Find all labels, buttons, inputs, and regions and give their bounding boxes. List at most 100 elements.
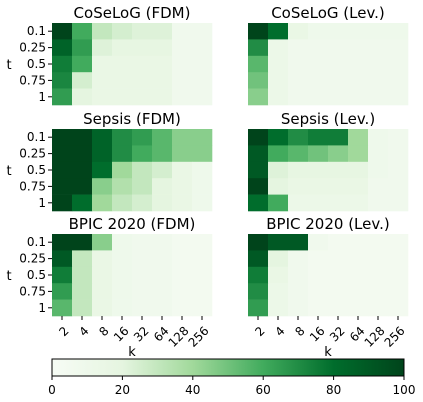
heatmap-cell — [348, 161, 369, 179]
heatmap-cell — [348, 88, 369, 106]
heatmap-cell — [152, 194, 173, 212]
heatmap-cell — [72, 129, 93, 146]
heatmap-cell — [308, 194, 329, 212]
heatmap-cell — [132, 266, 153, 284]
heatmap-cell — [172, 23, 193, 40]
x-axis-label: k — [324, 345, 332, 360]
heatmap-cell — [92, 161, 113, 179]
heatmap-cell — [192, 145, 213, 163]
heatmap-cell — [388, 39, 409, 57]
heatmap-cell — [308, 72, 329, 89]
heatmap-cell — [348, 299, 369, 317]
heatmap-cell — [268, 72, 289, 89]
heatmap-cell — [328, 299, 349, 317]
heatmap-cell — [248, 299, 269, 317]
y-tick-label: 0.25 — [19, 147, 46, 161]
heatmap-cell — [172, 283, 193, 300]
heatmap-cell — [248, 234, 269, 251]
heatmap-cell — [388, 299, 409, 317]
heatmap-cell — [92, 145, 113, 163]
heatmap-cell — [52, 266, 73, 284]
heatmap-cell — [288, 72, 309, 89]
heatmap-cell — [328, 88, 349, 106]
heatmap-cell — [132, 283, 153, 300]
heatmap-cell — [308, 23, 329, 40]
heatmap-cell — [348, 72, 369, 89]
heatmap-cell — [288, 299, 309, 317]
heatmap-cell — [328, 250, 349, 268]
heatmap-cell — [368, 145, 389, 163]
heatmap-cell — [348, 194, 369, 212]
panel-3: Sepsis (Lev.) — [248, 110, 409, 212]
heatmap-cell — [172, 72, 193, 89]
colorbar: 0 20 40 60 80 100 — [48, 358, 416, 397]
y-tick-label: 1 — [38, 196, 46, 210]
heatmap-cell — [112, 266, 133, 284]
heatmap-cell — [268, 178, 289, 195]
heatmap-cell — [72, 23, 93, 40]
heatmap-cell — [152, 23, 173, 40]
heatmap-cell — [52, 88, 73, 106]
colorbar-tick-label: 60 — [256, 383, 271, 397]
heatmap-cell — [288, 161, 309, 179]
panel-1: CoSeLoG (Lev.) — [248, 4, 409, 106]
heatmap-cell — [172, 161, 193, 179]
heatmap-cell — [348, 39, 369, 57]
y-tick-label: 0.1 — [27, 235, 46, 249]
heatmap-cell — [152, 250, 173, 268]
heatmap-cell — [52, 178, 73, 195]
heatmap-cell — [192, 250, 213, 268]
panel-title: Sepsis (Lev.) — [281, 110, 375, 128]
heatmap-cell — [172, 39, 193, 57]
heatmap-cell — [72, 234, 93, 251]
heatmap-cell — [328, 194, 349, 212]
heatmap-cell — [72, 72, 93, 89]
heatmap-cell — [172, 55, 193, 73]
heatmap-cell — [112, 194, 133, 212]
heatmap-cell — [92, 129, 113, 146]
heatmap-cell — [288, 283, 309, 300]
heatmap-cell — [268, 88, 289, 106]
heatmap-cell — [112, 283, 133, 300]
heatmap-cell — [92, 55, 113, 73]
heatmap-cell — [112, 145, 133, 163]
heatmap-cell — [388, 194, 409, 212]
y-axis-label: t — [6, 58, 11, 73]
heatmap-cell — [72, 88, 93, 106]
y-tick-label: 0.5 — [27, 57, 46, 71]
heatmap-cell — [328, 283, 349, 300]
heatmap-cell — [112, 178, 133, 195]
heatmap-cell — [248, 129, 269, 146]
heatmap-cell — [172, 234, 193, 251]
heatmap-cell — [388, 88, 409, 106]
heatmap-cell — [348, 55, 369, 73]
heatmap-cell — [308, 88, 329, 106]
heatmap-cell — [288, 234, 309, 251]
heatmap-cell — [112, 234, 133, 251]
heatmap-cell — [388, 178, 409, 195]
colorbar-tick-label: 20 — [115, 383, 130, 397]
y-tick-label: 0.1 — [27, 24, 46, 38]
heatmap-cell — [132, 55, 153, 73]
y-tick-label: 1 — [38, 301, 46, 315]
panel-5: BPIC 2020 (Lev.) — [248, 215, 409, 317]
x-tick-label: 32 — [131, 324, 152, 345]
heatmap-cell — [268, 55, 289, 73]
heatmap-cell — [308, 266, 329, 284]
panel-2: Sepsis (FDM) — [52, 110, 213, 212]
colorbar-tick-label: 0 — [48, 383, 56, 397]
heatmap-cell — [328, 161, 349, 179]
heatmap-cell — [92, 266, 113, 284]
heatmap-cell — [132, 178, 153, 195]
heatmap-cell — [328, 55, 349, 73]
x-axis-label: k — [128, 345, 136, 360]
heatmap-cell — [92, 283, 113, 300]
heatmap-cell — [248, 145, 269, 163]
heatmap-cell — [92, 23, 113, 40]
heatmap-cell — [92, 88, 113, 106]
heatmap-cell — [132, 72, 153, 89]
heatmap-cell — [288, 23, 309, 40]
colorbar-tick-label: 100 — [393, 383, 416, 397]
heatmap-cell — [72, 55, 93, 73]
heatmap-cell — [92, 72, 113, 89]
